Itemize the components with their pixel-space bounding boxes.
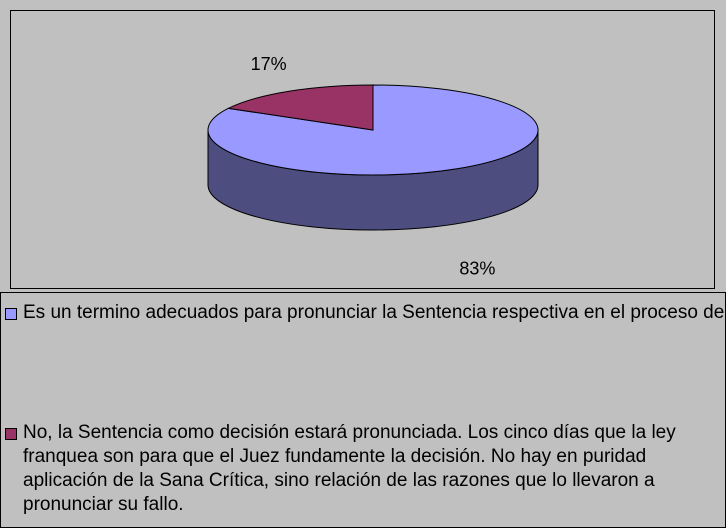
legend-item: No, la Sentencia como decisión estará pr… bbox=[5, 421, 713, 517]
legend-label: No, la Sentencia como decisión estará pr… bbox=[23, 422, 676, 515]
chart: 83% 17% bbox=[207, 54, 539, 278]
legend-swatch bbox=[5, 428, 17, 440]
legend: Es un termino adecuados para pronunciar … bbox=[0, 292, 726, 528]
pie-slice bbox=[226, 84, 374, 131]
legend-swatch bbox=[5, 308, 17, 320]
data-label: 83% bbox=[459, 258, 495, 278]
plot-area bbox=[10, 10, 715, 289]
data-label: 17% bbox=[251, 54, 287, 74]
legend-item: Es un termino adecuados para pronunciar … bbox=[5, 301, 726, 325]
legend-label: Es un termino adecuados para pronunciar … bbox=[23, 302, 726, 323]
